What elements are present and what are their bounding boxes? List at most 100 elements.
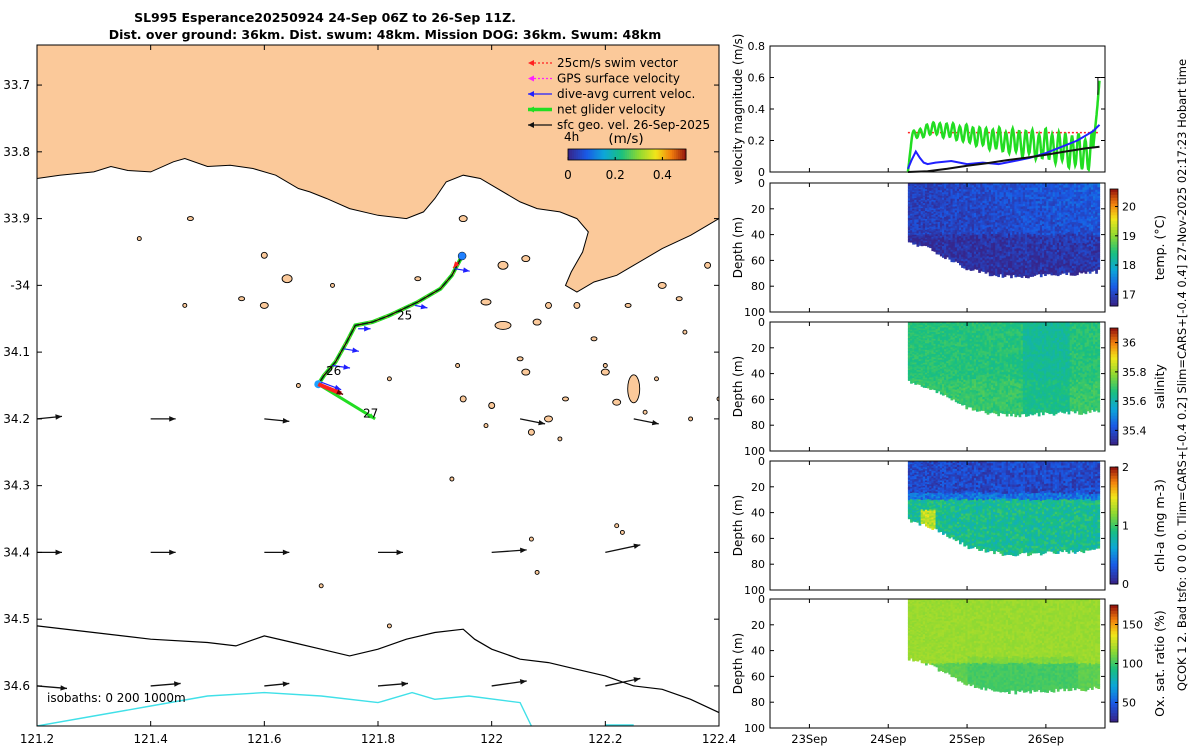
glider-track <box>317 255 463 385</box>
section-cell <box>973 204 977 208</box>
section-cell <box>942 225 945 229</box>
section-cell <box>948 230 952 233</box>
dive-avg-vector <box>414 303 428 310</box>
section-cell <box>954 247 958 250</box>
island <box>497 260 509 270</box>
island <box>281 274 293 284</box>
section-cell <box>946 210 949 214</box>
section-cell <box>907 205 911 208</box>
colorbar-swatch <box>664 149 667 160</box>
section-cell <box>973 193 977 197</box>
section-cell <box>971 217 975 221</box>
section-cell <box>931 245 935 248</box>
section-cell <box>959 260 962 264</box>
section-cell <box>927 219 930 222</box>
section-cell <box>927 235 930 238</box>
section-cell <box>935 204 939 207</box>
section-cell <box>918 242 922 245</box>
section-cell <box>916 214 920 217</box>
section-cell <box>910 237 913 240</box>
section-cell <box>920 189 924 192</box>
section-cell <box>929 244 932 247</box>
section-cell <box>948 213 952 216</box>
section-cell <box>912 212 915 215</box>
section-cell <box>937 195 941 198</box>
section-cell <box>967 217 971 221</box>
section-cell <box>935 237 939 241</box>
map-ytick-label: 33.7 <box>3 78 30 92</box>
section-cell <box>967 183 971 186</box>
section-cell <box>959 183 962 186</box>
section-cell <box>961 189 964 192</box>
section-cell <box>954 249 958 252</box>
section-cell <box>933 229 937 232</box>
section-cell <box>925 229 928 232</box>
section-cell <box>910 200 913 203</box>
section-cell <box>907 232 911 235</box>
section-cell <box>944 228 947 231</box>
section-cell <box>929 183 932 186</box>
section-cell <box>944 201 947 205</box>
section-cell <box>922 192 926 195</box>
section-cell <box>927 240 930 243</box>
section-cell <box>931 225 935 228</box>
section-cell <box>920 208 924 211</box>
section-cell <box>971 211 975 215</box>
section-cell <box>967 260 971 264</box>
section-cell <box>931 213 935 216</box>
section-cell <box>961 235 964 239</box>
section-cell <box>956 218 960 222</box>
section-cell <box>963 242 966 246</box>
section-cell <box>912 230 915 233</box>
colorbar-swatch <box>595 149 598 160</box>
section-cell <box>965 196 969 199</box>
section-cell <box>969 231 973 234</box>
section-cell <box>961 221 964 224</box>
colorbar-swatch <box>642 149 646 160</box>
section-cell <box>907 196 911 199</box>
section-cell <box>942 249 945 253</box>
section-cell <box>952 228 956 231</box>
section-colorbar-swatch <box>1110 235 1118 240</box>
section-cell <box>965 217 969 221</box>
section-cell <box>973 225 977 229</box>
title-line-2: Dist. over ground: 36km. Dist. swum: 48k… <box>109 27 662 42</box>
sfc-geo-vector-head <box>60 685 67 691</box>
section-cell <box>954 239 958 243</box>
section-cell <box>969 265 973 269</box>
section-cell <box>912 239 915 242</box>
section-cell <box>935 191 939 195</box>
island <box>557 436 563 442</box>
section-cell <box>907 222 911 225</box>
section-cell <box>963 263 966 267</box>
section-cell <box>942 223 945 227</box>
section-cell <box>910 211 913 214</box>
section-cell <box>948 196 952 199</box>
section-cell <box>944 235 947 239</box>
section-cell <box>954 231 958 235</box>
section-cell <box>948 257 952 260</box>
section-cell <box>961 254 964 258</box>
section-cell <box>910 212 913 215</box>
section-cell <box>944 200 947 203</box>
section-cell <box>959 252 962 256</box>
section-cell <box>954 229 958 233</box>
section-cell <box>920 195 924 198</box>
section-cell <box>952 244 956 247</box>
section-cell <box>931 247 935 250</box>
section-cell <box>912 186 915 189</box>
section-colorbar-swatch <box>1110 189 1118 193</box>
section-cell <box>933 212 937 215</box>
section-cell <box>942 229 945 232</box>
section-cell <box>914 213 917 216</box>
section-colorbar-swatch <box>1110 191 1118 196</box>
section-cell <box>954 216 958 219</box>
island <box>494 320 512 330</box>
island <box>186 216 194 222</box>
section-cell <box>954 206 958 209</box>
section-cell <box>961 202 964 205</box>
section-cell <box>927 218 930 221</box>
section-cell <box>948 209 952 213</box>
section-cell <box>956 196 960 200</box>
section-cell <box>961 214 964 218</box>
